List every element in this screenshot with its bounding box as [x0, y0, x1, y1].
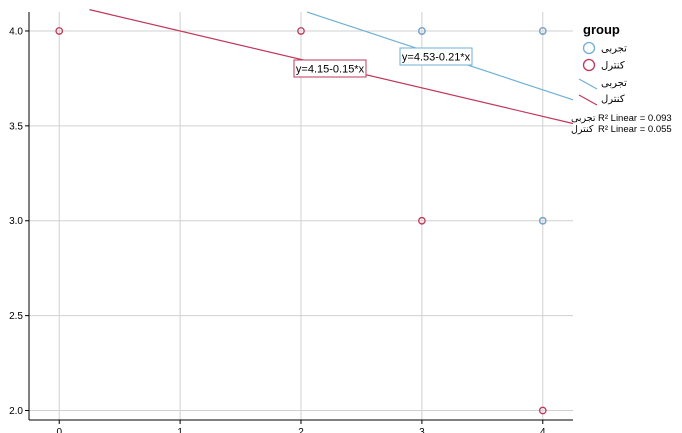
- point-1-0: [55, 27, 64, 35]
- legend-line-1: [578, 94, 598, 106]
- axes: 0 1 2 3 4 2.0 2.5 3.0 3.5 4.0: [9, 12, 573, 433]
- equation-label-1: y=4.15-0.15*x: [293, 59, 367, 78]
- equation-box-1: [293, 59, 367, 78]
- x-tick-label-4: 4: [540, 427, 546, 433]
- point-0-0: [418, 27, 426, 35]
- legend-marker-1: [582, 58, 596, 72]
- legend-label-1: کنترل: [601, 61, 625, 72]
- y-tick-label-4: 4.0: [9, 26, 23, 37]
- legend-marker-0: [582, 41, 596, 55]
- x-tick-label-2: 2: [298, 427, 304, 433]
- legend-line-label-1: کنترل: [601, 94, 625, 105]
- y-tick-label-3: 3.5: [9, 121, 23, 132]
- point-0-2: [538, 216, 547, 225]
- x-tick-label-0: 0: [56, 427, 62, 433]
- grid: [29, 12, 573, 420]
- equation-text-1: y=4.15-0.15*x: [296, 64, 365, 76]
- point-0-1: [538, 27, 547, 35]
- equation-labels: y=4.53-0.21*x y=4.15-0.15*x: [293, 47, 473, 78]
- point-1-1: [297, 27, 305, 35]
- point-1-4: [418, 216, 426, 225]
- data-points: [55, 27, 547, 415]
- legend-title: group: [583, 22, 620, 37]
- equation-label-0: y=4.53-0.21*x: [399, 47, 473, 66]
- r2-value-1: R² Linear = 0.055: [598, 124, 672, 135]
- legend-label-0: تجربی: [601, 44, 627, 55]
- y-tick-label-2: 3.0: [9, 216, 23, 227]
- r2-name-1: کنترل: [571, 124, 594, 135]
- equation-box-0: [399, 47, 473, 66]
- y-tick-label-0: 2.0: [9, 406, 23, 417]
- x-tick-label-1: 1: [177, 427, 183, 433]
- equation-text-0: y=4.53-0.21*x: [402, 52, 471, 64]
- legend-line-0: [578, 78, 598, 90]
- legend-line-label-0: تجربی: [601, 78, 627, 89]
- r2-name-0: تجربی: [571, 113, 596, 124]
- point-1-6: [538, 406, 547, 415]
- x-tick-label-3: 3: [419, 427, 425, 433]
- r2-value-0: R² Linear = 0.093: [598, 113, 672, 124]
- y-tick-label-1: 2.5: [9, 311, 23, 322]
